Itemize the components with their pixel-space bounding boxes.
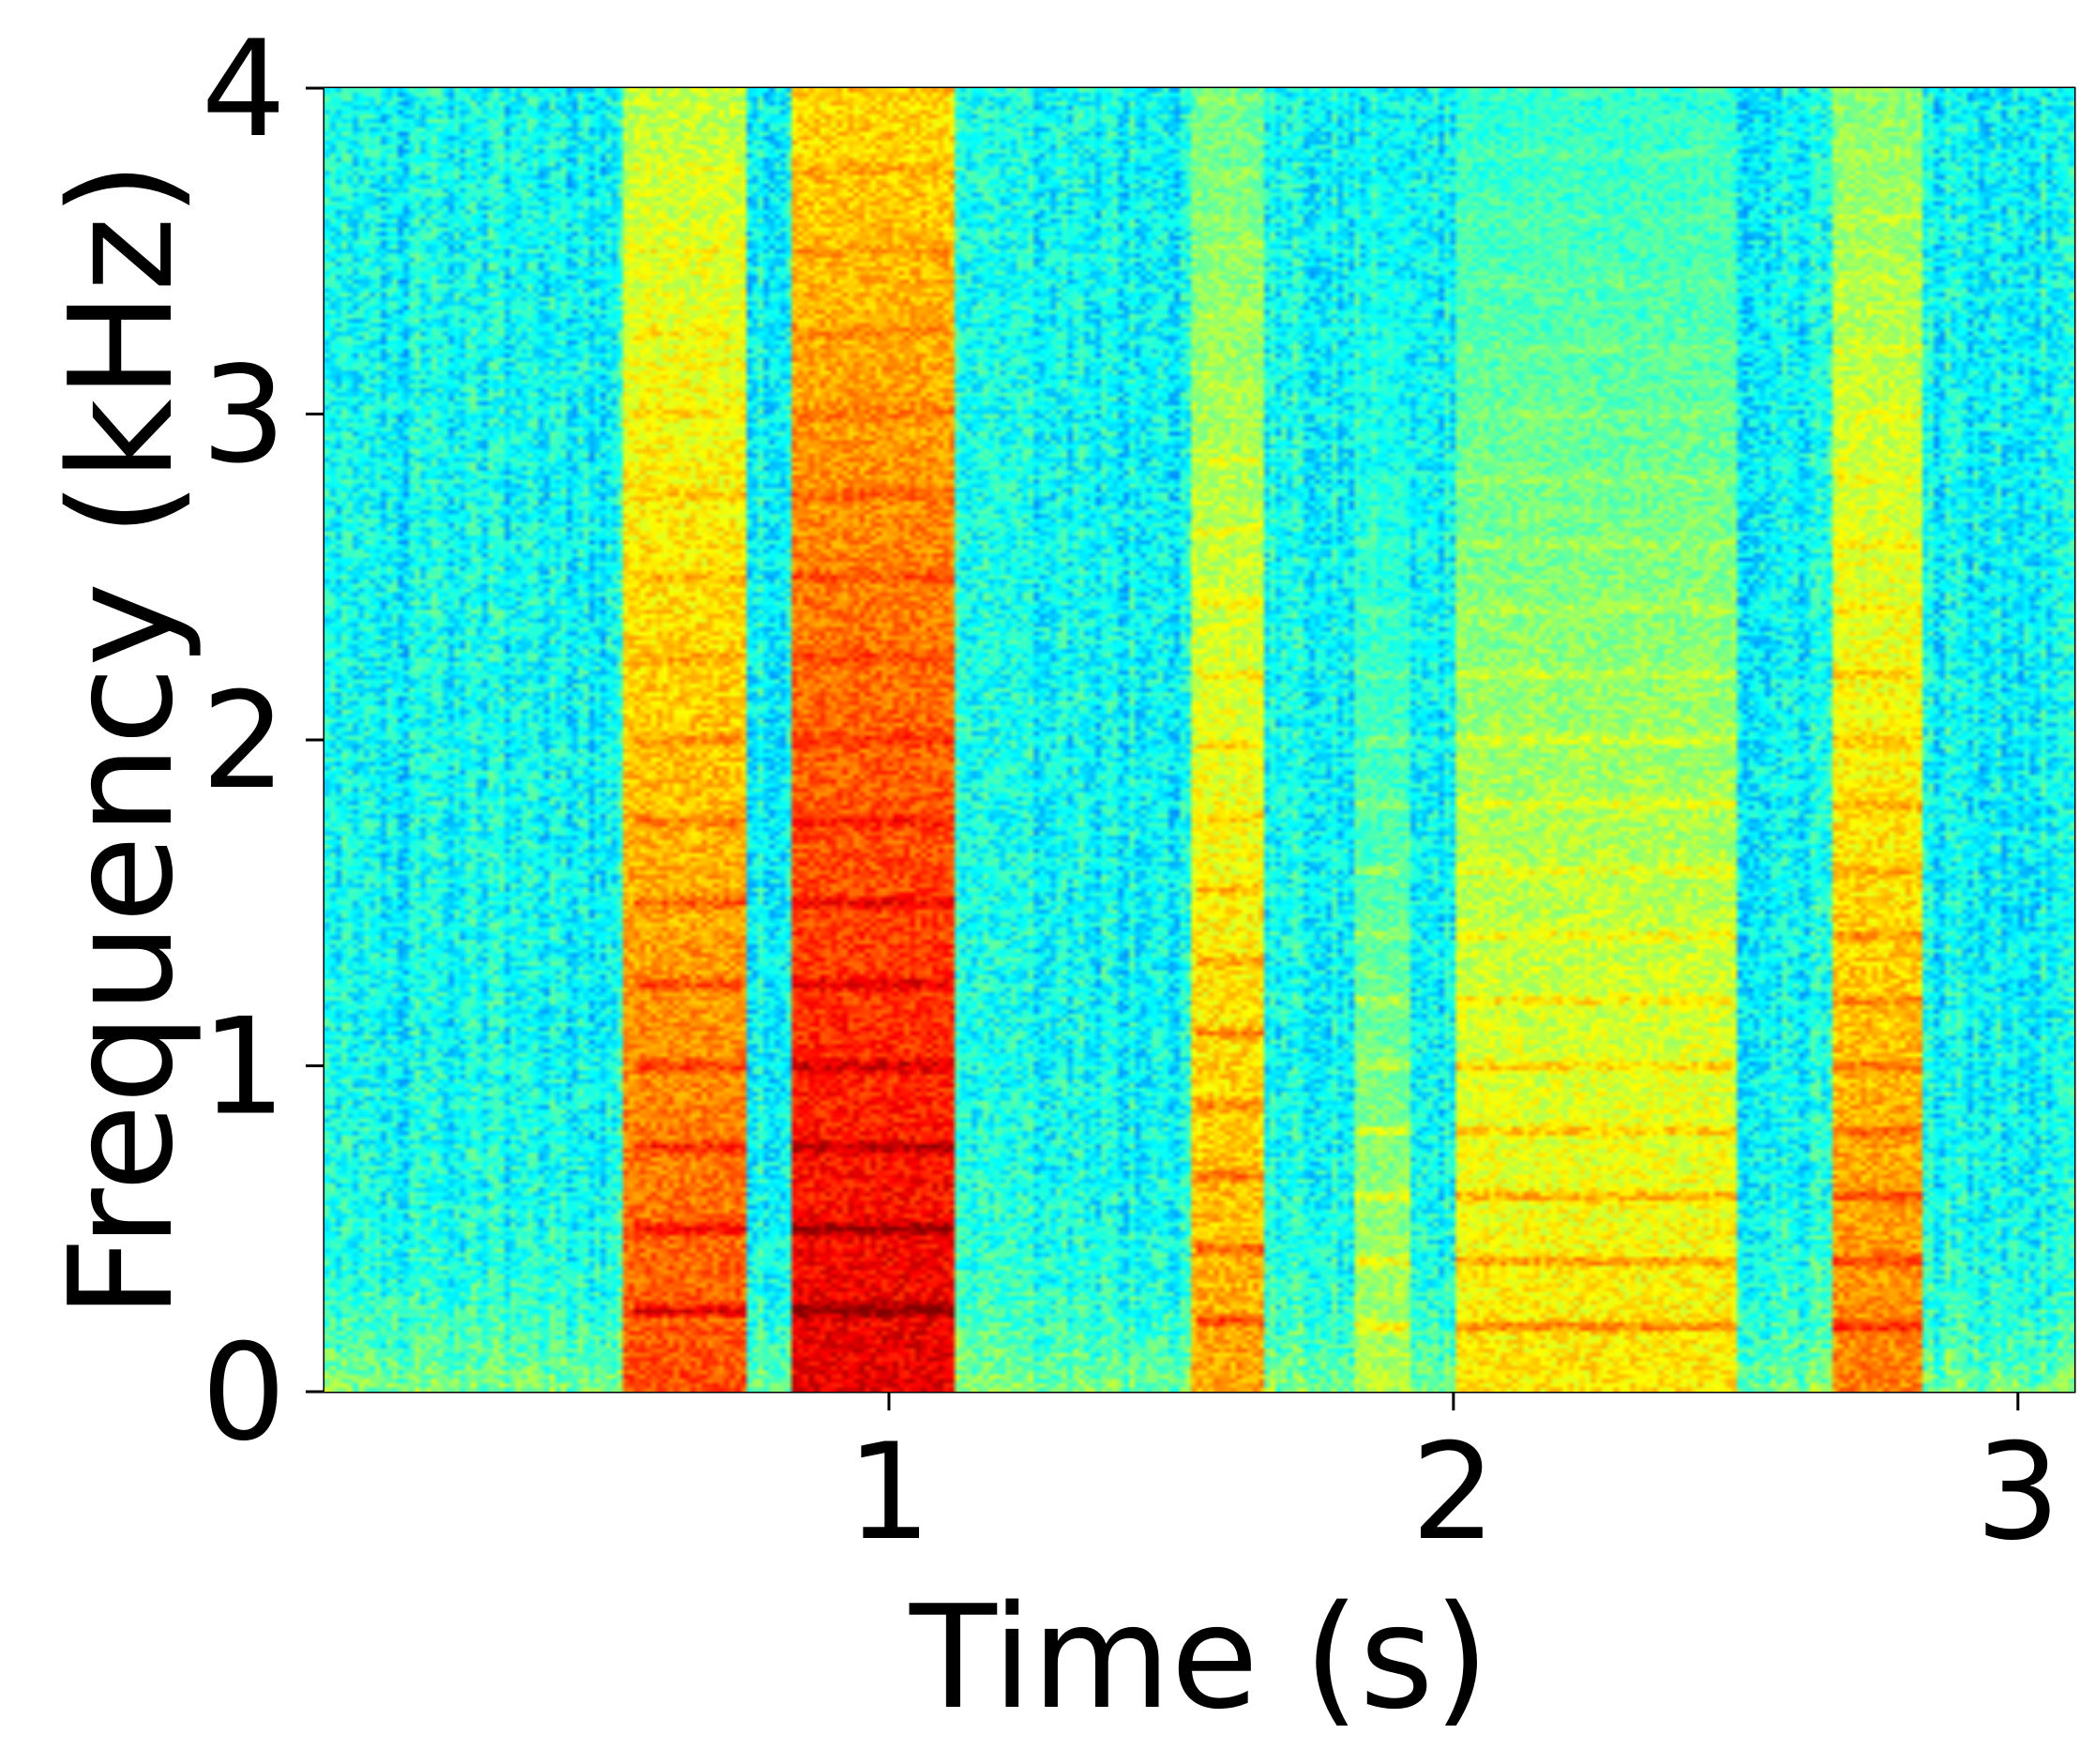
x-tick-label: 1 (847, 1415, 931, 1570)
y-tick-label: 1 (202, 990, 286, 1145)
x-tick-label: 2 (1411, 1415, 1496, 1570)
y-tick-label: 0 (202, 1316, 286, 1470)
x-axis-label: Time (s) (909, 1575, 1489, 1741)
x-tick-label: 3 (1976, 1415, 2060, 1570)
y-tick-label: 4 (202, 12, 286, 167)
y-axis-ticks: 0 1 2 3 4 (202, 12, 324, 1470)
y-axis-label: Frequency (kHz) (38, 161, 204, 1319)
y-tick-label: 3 (202, 339, 286, 493)
spectrogram-heatmap (324, 88, 2074, 1392)
x-axis-ticks: 1 2 3 (847, 1392, 2060, 1570)
y-tick-label: 2 (202, 664, 286, 819)
